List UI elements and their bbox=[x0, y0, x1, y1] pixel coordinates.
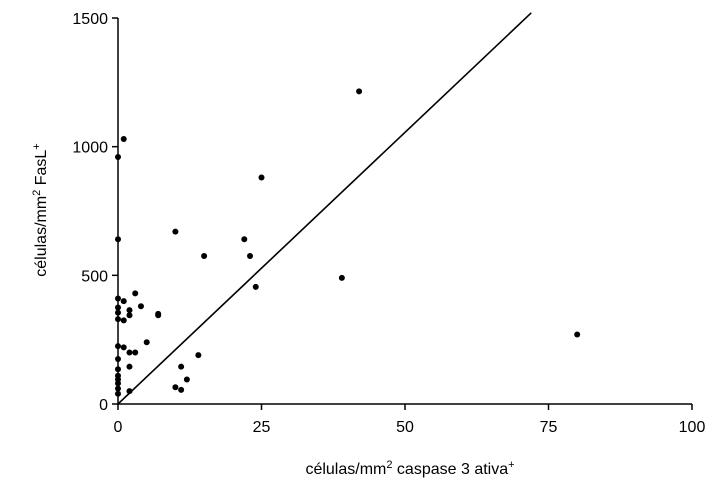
data-point bbox=[126, 312, 133, 319]
data-point bbox=[115, 309, 121, 316]
data-point bbox=[115, 295, 121, 302]
data-point bbox=[132, 349, 139, 356]
y-tick-label: 1500 bbox=[72, 11, 108, 28]
data-point bbox=[126, 307, 133, 314]
y-axis-title: células/mm2 FasL+ bbox=[31, 143, 50, 276]
data-point bbox=[247, 253, 254, 260]
data-point bbox=[115, 316, 121, 323]
data-point bbox=[172, 384, 179, 391]
data-point bbox=[115, 366, 121, 373]
y-tick-label: 0 bbox=[99, 397, 108, 414]
data-point bbox=[126, 363, 133, 370]
x-axis-title: células/mm2 caspase 3 ativa+ bbox=[305, 459, 514, 478]
data-point bbox=[120, 298, 127, 305]
data-point bbox=[115, 355, 121, 362]
data-point bbox=[574, 331, 581, 338]
data-point bbox=[132, 290, 139, 297]
data-point bbox=[115, 236, 121, 243]
data-point bbox=[115, 385, 121, 392]
data-point bbox=[178, 363, 185, 370]
data-point bbox=[126, 349, 133, 356]
data-point bbox=[183, 376, 190, 383]
y-tick-label: 1000 bbox=[72, 140, 108, 157]
data-point bbox=[120, 344, 127, 351]
data-point bbox=[115, 343, 121, 350]
data-marks bbox=[115, 12, 581, 405]
x-tick-label: 75 bbox=[540, 419, 558, 436]
data-point bbox=[172, 228, 179, 235]
data-point bbox=[115, 390, 121, 397]
data-point bbox=[258, 174, 265, 181]
data-point bbox=[120, 135, 127, 142]
data-point bbox=[126, 388, 133, 395]
y-tick-label: 500 bbox=[81, 268, 108, 285]
x-tick-label: 50 bbox=[396, 419, 414, 436]
data-point bbox=[137, 303, 144, 310]
data-point bbox=[252, 283, 259, 290]
data-point bbox=[178, 386, 185, 393]
data-point bbox=[201, 253, 208, 260]
data-point bbox=[338, 274, 345, 281]
data-point bbox=[120, 317, 127, 324]
data-point bbox=[115, 304, 121, 311]
data-point bbox=[115, 153, 121, 160]
data-point bbox=[155, 312, 162, 319]
data-point bbox=[115, 372, 121, 379]
x-tick-label: 0 bbox=[114, 419, 123, 436]
data-point bbox=[356, 88, 363, 95]
data-point bbox=[143, 339, 150, 346]
data-point bbox=[195, 352, 202, 359]
x-tick-label: 100 bbox=[679, 419, 706, 436]
data-point bbox=[241, 236, 248, 243]
x-tick-label: 25 bbox=[253, 419, 271, 436]
reference-line bbox=[117, 12, 532, 405]
